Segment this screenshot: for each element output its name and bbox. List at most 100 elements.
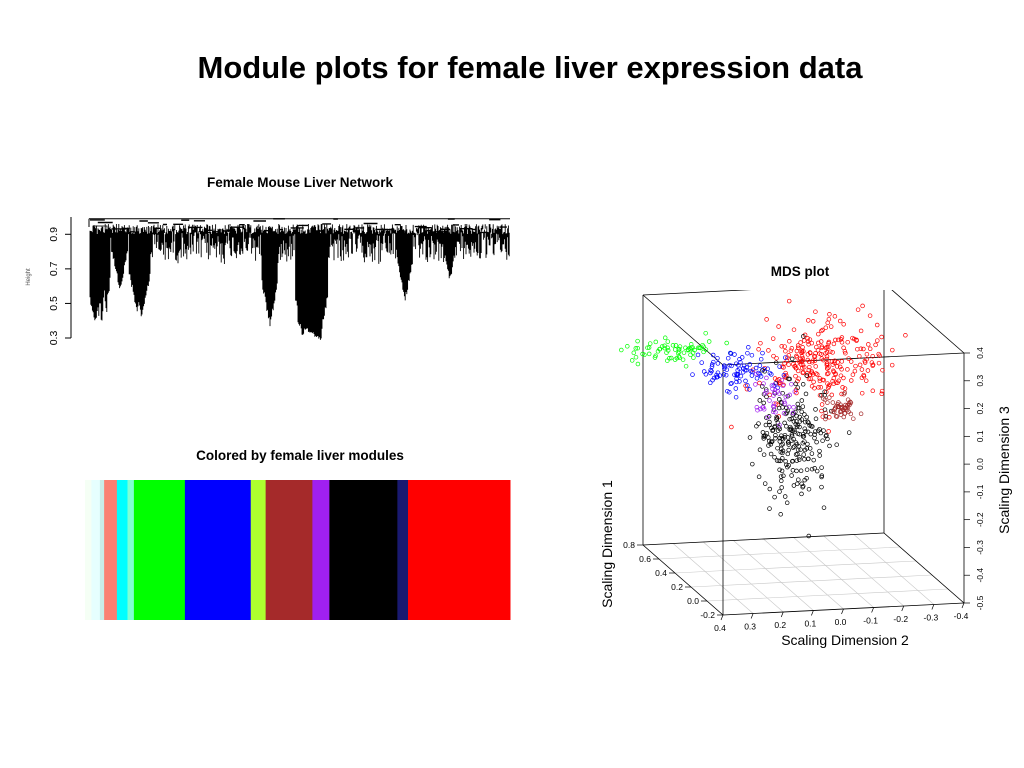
data-point <box>633 354 639 360</box>
data-point <box>665 348 671 353</box>
data-point <box>711 375 717 381</box>
data-point <box>877 353 882 358</box>
y-tick-label: 0.4 <box>655 568 667 578</box>
data-point <box>784 410 790 416</box>
data-point <box>840 407 846 412</box>
data-point <box>772 455 777 460</box>
data-point <box>737 357 742 362</box>
y-tick-label: 0.9 <box>48 227 60 242</box>
data-point <box>758 356 764 362</box>
data-point <box>786 404 792 410</box>
data-point <box>830 362 835 367</box>
data-point <box>790 445 796 450</box>
floor-grid-line <box>733 540 814 611</box>
data-point <box>828 324 834 329</box>
data-point <box>779 485 784 490</box>
data-point <box>831 341 837 347</box>
data-point <box>767 486 773 492</box>
x-tick-label: -0.2 <box>893 614 908 624</box>
data-point <box>646 345 652 350</box>
data-point <box>715 355 720 361</box>
data-point <box>790 410 796 416</box>
data-point <box>668 355 674 361</box>
data-point <box>699 360 704 365</box>
data-point <box>818 385 824 390</box>
data-point <box>854 337 859 343</box>
data-point <box>831 376 837 381</box>
z-tick-label: 0.2 <box>975 402 985 414</box>
x-tick <box>811 610 814 616</box>
data-point <box>814 344 819 350</box>
data-point <box>845 339 850 345</box>
data-point <box>801 434 807 439</box>
data-point <box>802 457 807 462</box>
data-point <box>782 420 787 426</box>
data-point <box>744 367 749 373</box>
data-point <box>790 412 796 417</box>
data-point <box>784 462 789 467</box>
data-point <box>657 346 663 352</box>
box-edge <box>642 294 724 366</box>
data-point <box>773 436 778 441</box>
data-point <box>756 370 761 376</box>
data-point <box>773 410 778 415</box>
data-point <box>761 400 766 406</box>
data-point <box>818 339 824 344</box>
data-point <box>815 372 820 377</box>
data-point <box>825 381 830 386</box>
x-tick <box>841 608 844 615</box>
y-tick-label: 0.6 <box>639 554 651 564</box>
data-point <box>732 352 737 357</box>
data-point <box>708 380 713 386</box>
data-point <box>813 371 819 376</box>
x-tick-label: 0.4 <box>714 623 726 633</box>
y-axis-label: Scaling Dimension 1 <box>599 480 615 608</box>
data-point <box>786 353 792 358</box>
data-point <box>764 317 769 322</box>
data-point <box>672 347 678 352</box>
data-point <box>767 398 772 403</box>
data-point <box>821 377 827 383</box>
data-point <box>816 385 821 390</box>
data-point <box>823 414 829 419</box>
data-point <box>735 372 740 377</box>
data-point <box>849 378 854 383</box>
data-point <box>825 366 830 371</box>
data-point <box>774 414 779 420</box>
y-tick-label: 0.2 <box>671 582 683 592</box>
x-tick <box>901 605 905 612</box>
data-point <box>676 346 682 352</box>
data-point <box>765 366 770 372</box>
data-point <box>818 430 824 436</box>
data-point <box>830 378 835 384</box>
data-point <box>756 421 761 426</box>
data-point <box>812 358 818 363</box>
data-point <box>724 367 730 372</box>
data-point <box>829 359 835 364</box>
module-color-segment <box>265 480 313 620</box>
data-point <box>805 352 811 357</box>
data-point <box>753 365 759 371</box>
data-point <box>772 376 778 381</box>
data-point <box>741 363 747 368</box>
y-tick-label: 0.3 <box>48 331 60 345</box>
data-point <box>850 372 856 377</box>
x-tick <box>931 604 935 610</box>
data-point <box>795 451 800 457</box>
data-point <box>796 444 801 449</box>
data-point <box>833 337 838 343</box>
data-point <box>677 355 682 360</box>
data-point <box>722 366 727 371</box>
data-point <box>779 344 784 349</box>
data-point <box>804 373 809 378</box>
data-point <box>779 436 785 441</box>
data-point <box>809 340 815 346</box>
data-point <box>823 410 828 416</box>
data-point <box>800 345 805 350</box>
data-point <box>674 355 680 361</box>
data-point <box>813 364 818 369</box>
z-tick-label: -0.4 <box>975 568 985 583</box>
data-point <box>767 419 772 425</box>
data-point <box>803 391 809 397</box>
module-color-segment <box>397 480 409 620</box>
